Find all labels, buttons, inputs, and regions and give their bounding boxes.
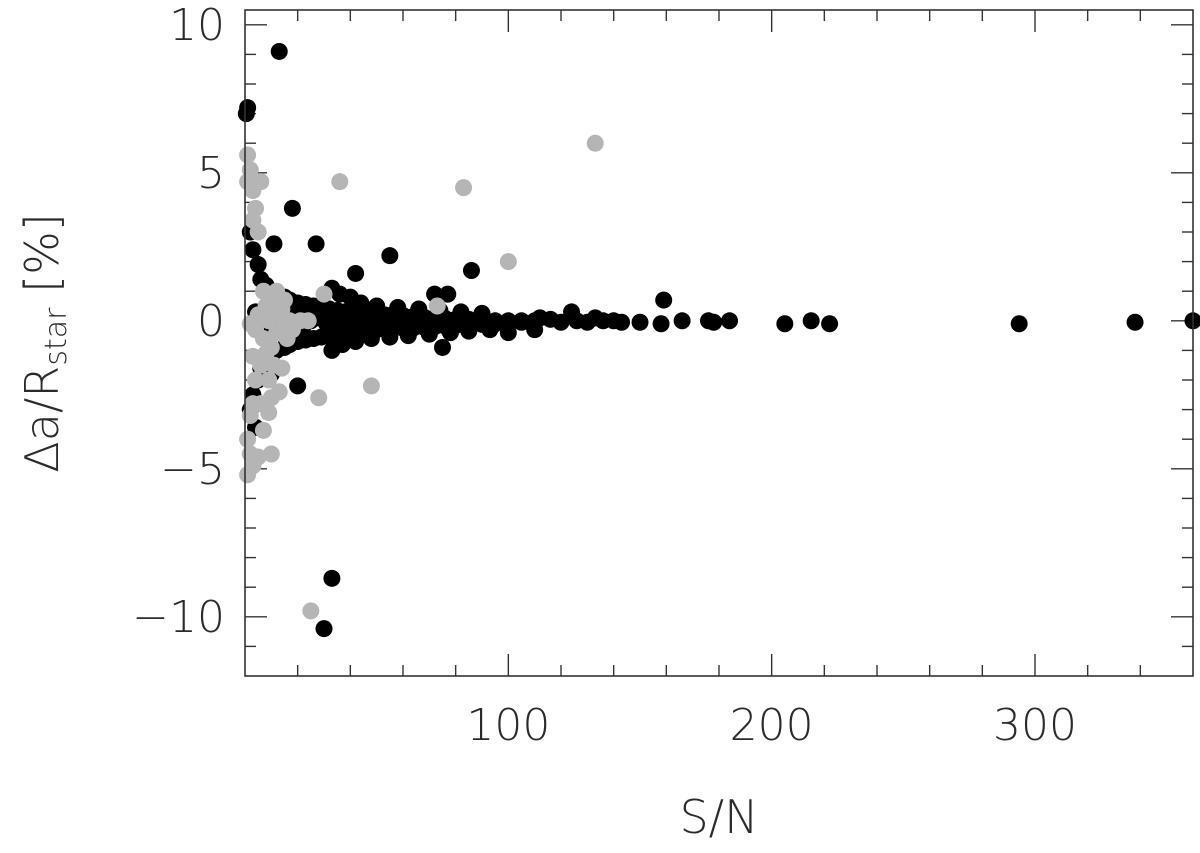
data-point-gray — [239, 466, 257, 484]
data-point-black — [407, 313, 425, 331]
data-point-gray — [241, 315, 259, 333]
axis-ticks — [245, 10, 1193, 676]
data-point-black — [462, 261, 480, 279]
data-point-black — [381, 247, 399, 265]
data-point-black — [323, 569, 341, 587]
data-point-gray — [362, 377, 380, 395]
data-point-black — [368, 297, 386, 315]
data-point-black — [452, 303, 470, 321]
data-point-black — [473, 304, 491, 322]
x-tick-label: 200 — [730, 700, 814, 751]
y-axis-label-main: Δa/R — [15, 366, 69, 473]
data-point-black — [410, 300, 428, 318]
y-tick-label: −5 — [160, 444, 225, 495]
data-point-gray — [262, 445, 280, 463]
data-point-black — [821, 315, 839, 333]
data-point-gray — [276, 291, 293, 309]
data-point-black — [776, 315, 794, 333]
data-point-black — [552, 313, 570, 331]
data-point-gray — [586, 134, 604, 152]
data-point-black — [420, 312, 438, 330]
plot-area-frame — [244, 9, 1194, 677]
data-point-gray — [331, 173, 349, 191]
data-point-gray — [239, 430, 257, 448]
y-tick-label: 5 — [197, 148, 225, 199]
data-point-gray — [262, 338, 280, 356]
data-point-gray — [270, 383, 288, 401]
data-point-gray — [244, 347, 262, 365]
data-point-gray — [302, 602, 320, 620]
data-point-black — [333, 335, 351, 353]
data-point-black — [315, 620, 333, 638]
x-tick-label: 100 — [466, 700, 550, 751]
data-point-gray — [249, 448, 267, 466]
data-point-black — [652, 315, 670, 333]
data-point-gray — [455, 179, 473, 197]
data-point-gray — [254, 282, 272, 300]
data-point-black — [420, 325, 438, 343]
data-point-black — [721, 312, 739, 330]
data-point-black — [381, 328, 399, 346]
data-point-black — [513, 313, 530, 331]
data-point-black — [389, 298, 407, 316]
data-point-black — [362, 330, 380, 348]
x-tick-label: 300 — [993, 700, 1077, 751]
data-point-gray — [247, 371, 265, 389]
y-tick-label: 0 — [197, 296, 225, 347]
data-point-black — [499, 324, 517, 342]
x-axis-label: S/N — [679, 790, 758, 844]
y-tick-label: −10 — [132, 592, 225, 643]
data-point-black — [655, 291, 673, 309]
data-point-black — [347, 333, 365, 351]
data-point-black — [434, 338, 451, 356]
data-point-black — [673, 312, 691, 330]
data-point-gray — [310, 389, 328, 407]
data-point-black — [244, 241, 262, 259]
data-point-black — [1010, 315, 1028, 333]
data-point-black — [705, 313, 723, 331]
data-point-black — [802, 312, 820, 330]
data-point-black — [439, 285, 457, 303]
data-point-black — [347, 264, 365, 282]
data-point-black — [265, 235, 283, 253]
data-point-black — [237, 105, 255, 123]
data-point-gray — [499, 253, 517, 271]
data-point-gray — [244, 182, 262, 200]
data-point-black — [1126, 313, 1144, 331]
data-points — [237, 42, 1200, 638]
data-point-black — [289, 377, 307, 395]
data-point-black — [613, 313, 631, 331]
data-point-gray — [249, 223, 267, 241]
tick-labels: 100 200 300 −10 −5 0 5 10 — [132, 0, 1077, 751]
y-axis-label-unit: [%] — [15, 213, 69, 307]
data-point-black — [460, 322, 478, 340]
data-point-black — [249, 256, 267, 274]
data-point-gray — [428, 297, 446, 315]
data-point-gray — [239, 146, 257, 164]
data-point-black — [307, 235, 325, 253]
data-point-gray — [283, 321, 301, 339]
data-point-gray — [241, 407, 259, 425]
data-point-black — [283, 199, 301, 217]
data-point-black — [481, 321, 499, 339]
data-point-black — [399, 327, 417, 345]
data-point-gray — [254, 421, 272, 439]
data-point-black — [270, 42, 288, 60]
data-point-gray — [315, 285, 333, 303]
data-point-black — [352, 294, 370, 312]
data-point-black — [631, 313, 649, 331]
y-axis-label-subscript: star — [39, 307, 74, 366]
data-point-gray — [260, 371, 278, 389]
y-axis-label: Δa/Rstar [%] — [15, 213, 74, 472]
data-point-black — [441, 324, 459, 342]
y-tick-label: 10 — [169, 0, 225, 51]
data-point-gray — [299, 312, 317, 330]
